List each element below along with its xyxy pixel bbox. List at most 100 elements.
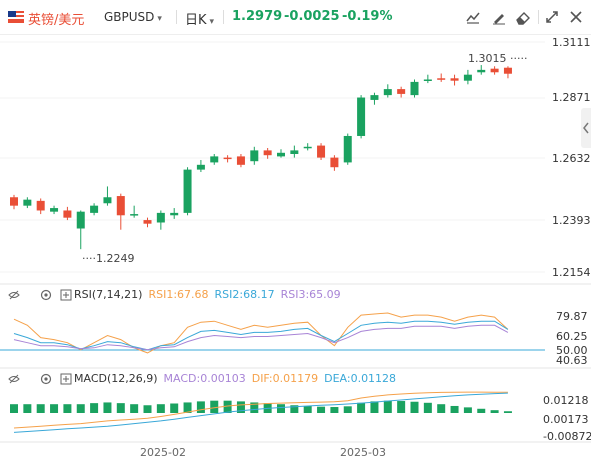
draw-icon (493, 14, 505, 25)
candle-body (116, 196, 125, 216)
macd-bar (423, 402, 432, 413)
date-axis-label: 2025-02 (140, 446, 186, 459)
candle-body (290, 150, 299, 154)
hide-indicator-icon[interactable] (8, 289, 20, 301)
date-axis-label: 2025-03 (340, 446, 386, 459)
last-price: 1.2979 (232, 9, 283, 24)
fullscreen-button[interactable] (543, 8, 561, 26)
price-axis-label: 1.2393 (552, 214, 591, 227)
candle-body (36, 200, 45, 211)
macd-axis-label: 0.00173 (543, 413, 589, 426)
add-indicator-icon[interactable] (60, 373, 72, 385)
macd-bar (10, 404, 18, 413)
eraser-button[interactable] (514, 8, 532, 26)
candle-body (303, 146, 312, 149)
macd-bar (303, 405, 312, 413)
macd-axis-label: -0.00872 (543, 430, 591, 443)
indicator-button[interactable] (464, 8, 482, 26)
macd-bar (236, 401, 245, 413)
macd-bar (90, 403, 99, 413)
rsi-axis-label: 50.00 (556, 344, 588, 357)
candle-body (143, 220, 152, 224)
dea-line (13, 392, 508, 433)
chevron-down-icon: ▾ (157, 14, 162, 24)
macd-bar (490, 410, 499, 413)
close-button[interactable] (567, 8, 585, 26)
macd-header: MACD(12,26,9) MACD:0.00103 DIF:0.01179 DEA:… (74, 372, 402, 385)
macd-bar (343, 406, 352, 413)
divider (223, 10, 224, 24)
candle-body (463, 74, 472, 81)
macd-name: MACD(12,26,9) (74, 372, 158, 385)
candle-body (10, 197, 18, 206)
macd-bar (23, 404, 32, 413)
macd-bar (397, 401, 406, 413)
chevron-down-icon: ▾ (209, 17, 215, 27)
macd-bar (357, 402, 366, 413)
price-change: -0.0025 (284, 9, 340, 24)
rsi-name: RSI(7,14,21) (74, 288, 143, 301)
macd-bar (210, 400, 219, 413)
candle-body (437, 78, 446, 80)
fullscreen-icon (546, 11, 558, 23)
pair-code: GBPUSD (104, 10, 155, 24)
candle-body (343, 135, 352, 163)
candle-body (317, 145, 326, 158)
low-annotation: ····1.2249 (82, 252, 135, 265)
macd-bar (477, 408, 486, 413)
rsi-axis-label: 40.63 (556, 354, 588, 367)
candle-body (503, 67, 512, 74)
macd-bar (503, 411, 512, 413)
period-dropdown[interactable]: 日K ▾ (185, 9, 214, 28)
macd-bar (383, 400, 392, 413)
macd-bar (437, 404, 446, 413)
macd-bar (317, 406, 326, 413)
macd-bar (76, 404, 85, 413)
candle-body (196, 164, 205, 170)
gear-icon[interactable] (40, 373, 52, 385)
rsi-axis-label: 60.25 (556, 330, 588, 343)
candle-body (210, 156, 219, 163)
price-axis-label: 1.3111 (552, 36, 591, 49)
pair-code-dropdown[interactable]: GBPUSD ▾ (104, 10, 162, 24)
candle-body (23, 199, 32, 206)
candle-body (130, 214, 139, 216)
candle-body (410, 81, 419, 96)
chart-toolbar: 英镑/美元 GBPUSD ▾ 日K ▾ 1.2979 -0.0025 -0.19% (0, 0, 591, 35)
candle-body (103, 197, 112, 204)
rsi1-line (13, 312, 509, 354)
rsi1-value: RSI1:67.68 (148, 288, 209, 301)
hide-indicator-icon[interactable] (8, 373, 20, 385)
chevron-left-icon (583, 122, 589, 134)
candle-body (397, 89, 406, 94)
pair-name[interactable]: 英镑/美元 (28, 13, 85, 28)
indicator-icon (466, 12, 480, 24)
rsi2-line (13, 320, 509, 351)
price-axis-label: 1.2871 (552, 91, 591, 104)
macd-bar (50, 404, 59, 413)
macd-bar (116, 403, 125, 413)
low-value: 1.2249 (96, 252, 135, 265)
side-panel-toggle[interactable] (581, 108, 591, 148)
macd-bar (290, 405, 299, 413)
macd-bar (250, 402, 259, 413)
period-label: 日K (185, 13, 207, 28)
divider (538, 10, 539, 24)
macd-bar (410, 401, 419, 413)
candle-body (330, 157, 339, 168)
gear-icon[interactable] (40, 289, 52, 301)
high-value: 1.3015 (468, 52, 507, 65)
add-indicator-icon[interactable] (60, 289, 72, 301)
rsi3-value: RSI3:65.09 (280, 288, 341, 301)
candle-body (423, 79, 432, 81)
draw-button[interactable] (490, 8, 508, 26)
divider (176, 10, 177, 24)
candle-body (63, 210, 72, 218)
candle-body (477, 69, 486, 73)
rsi-header: RSI(7,14,21) RSI1:67.68 RSI2:68.17 RSI3:65.… (74, 288, 347, 301)
candle-body (357, 97, 366, 136)
flag-icon (8, 11, 24, 23)
macd-bar (370, 401, 379, 413)
macd-bar (103, 402, 112, 413)
